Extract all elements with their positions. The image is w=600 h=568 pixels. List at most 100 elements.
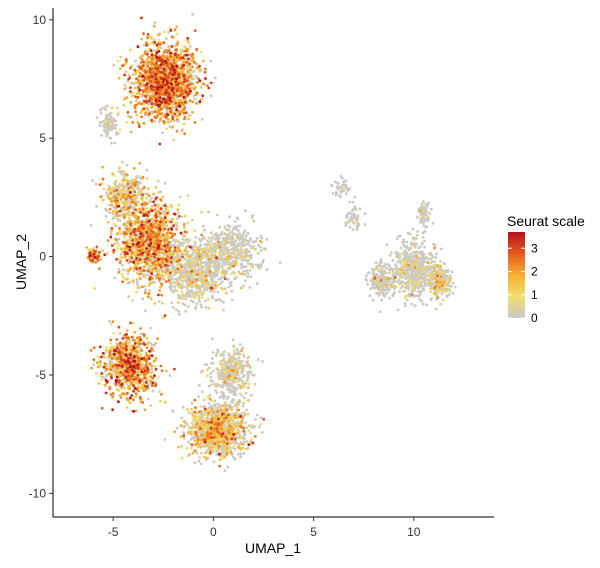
data-point bbox=[410, 281, 414, 285]
data-point bbox=[137, 192, 140, 196]
data-point bbox=[197, 395, 201, 399]
data-point bbox=[185, 264, 189, 268]
data-point bbox=[254, 263, 258, 267]
data-point bbox=[140, 261, 143, 264]
data-point bbox=[439, 259, 442, 263]
data-point bbox=[230, 272, 234, 276]
data-point bbox=[189, 437, 193, 441]
data-point bbox=[246, 275, 250, 279]
data-point bbox=[422, 253, 426, 256]
data-point bbox=[149, 198, 153, 201]
data-point bbox=[144, 275, 148, 279]
data-point bbox=[147, 42, 151, 46]
data-point bbox=[238, 392, 242, 396]
data-point bbox=[198, 264, 202, 268]
data-point bbox=[150, 343, 154, 347]
data-point bbox=[187, 440, 190, 444]
data-point bbox=[395, 265, 399, 268]
data-point bbox=[100, 134, 103, 137]
data-point bbox=[242, 284, 245, 288]
data-point bbox=[334, 191, 338, 194]
data-point bbox=[226, 381, 230, 385]
data-point bbox=[240, 266, 243, 270]
data-point bbox=[108, 184, 111, 188]
data-point bbox=[401, 258, 404, 262]
data-point bbox=[259, 416, 263, 420]
data-point bbox=[193, 296, 196, 300]
data-point bbox=[190, 446, 193, 450]
data-point bbox=[228, 241, 232, 244]
data-point bbox=[212, 460, 216, 464]
data-point bbox=[125, 163, 129, 167]
data-point bbox=[105, 134, 108, 138]
data-point bbox=[259, 245, 262, 249]
data-point bbox=[398, 290, 401, 293]
data-point bbox=[442, 287, 446, 291]
data-point bbox=[421, 256, 425, 260]
data-point bbox=[130, 409, 133, 413]
data-point bbox=[104, 124, 107, 127]
data-point bbox=[172, 138, 176, 142]
data-point bbox=[352, 222, 356, 225]
data-point bbox=[424, 255, 428, 259]
data-point bbox=[239, 455, 242, 459]
data-point bbox=[401, 252, 405, 256]
data-point bbox=[231, 234, 234, 238]
data-point bbox=[411, 227, 415, 231]
data-point bbox=[192, 292, 196, 296]
data-point bbox=[217, 252, 221, 255]
data-point bbox=[219, 299, 223, 302]
data-point bbox=[218, 457, 222, 461]
data-point bbox=[105, 113, 109, 117]
data-point bbox=[439, 247, 443, 251]
data-point bbox=[163, 438, 167, 441]
data-point bbox=[191, 285, 194, 289]
data-point bbox=[119, 232, 123, 236]
data-point bbox=[436, 266, 439, 270]
data-point bbox=[170, 289, 174, 292]
data-point bbox=[233, 386, 237, 389]
data-point bbox=[245, 408, 249, 412]
data-point bbox=[157, 38, 161, 42]
data-point bbox=[418, 279, 422, 283]
data-point bbox=[213, 237, 217, 241]
data-point bbox=[181, 302, 185, 306]
data-point bbox=[168, 285, 172, 289]
data-point bbox=[213, 233, 216, 237]
data-point bbox=[199, 462, 203, 466]
data-point bbox=[430, 207, 433, 211]
data-point bbox=[222, 261, 226, 265]
scatter-points bbox=[85, 13, 457, 473]
data-point bbox=[127, 261, 130, 265]
data-point bbox=[393, 280, 397, 283]
data-point bbox=[143, 284, 147, 288]
data-point bbox=[338, 185, 341, 189]
data-point bbox=[123, 83, 127, 87]
data-point bbox=[183, 268, 187, 271]
data-point bbox=[358, 207, 362, 211]
data-point bbox=[366, 283, 369, 286]
data-point bbox=[118, 219, 122, 222]
data-point bbox=[112, 63, 116, 67]
data-point bbox=[384, 292, 388, 296]
data-point bbox=[123, 175, 127, 179]
data-point bbox=[168, 125, 172, 129]
data-point bbox=[403, 304, 407, 308]
data-point bbox=[120, 172, 123, 176]
data-point bbox=[241, 375, 245, 379]
data-point bbox=[182, 431, 185, 434]
data-point bbox=[400, 262, 403, 266]
data-point bbox=[215, 446, 219, 450]
data-point bbox=[423, 239, 426, 243]
data-point bbox=[234, 393, 238, 397]
data-point bbox=[237, 270, 241, 273]
data-point bbox=[417, 246, 421, 250]
data-point bbox=[397, 256, 401, 259]
data-point bbox=[363, 212, 367, 216]
data-point bbox=[407, 278, 411, 282]
data-point bbox=[232, 226, 236, 230]
data-point bbox=[241, 346, 245, 350]
data-point bbox=[149, 404, 153, 407]
data-point bbox=[207, 210, 210, 214]
data-point bbox=[396, 260, 400, 264]
